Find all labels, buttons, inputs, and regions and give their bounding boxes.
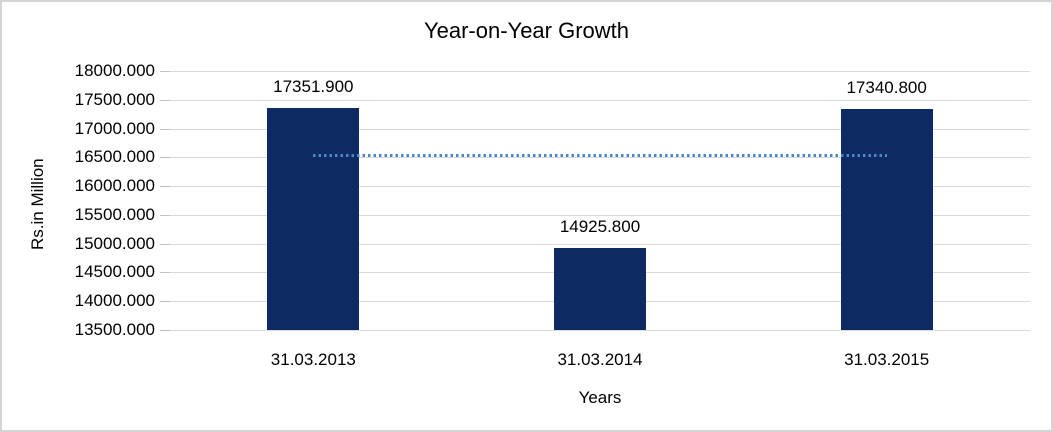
gridline [170, 214, 1030, 216]
bar [840, 108, 933, 330]
x-axis-title: Years [578, 388, 622, 407]
y-tick-label: 18000.000 [74, 61, 155, 80]
bar-value-label: 17351.900 [273, 77, 354, 97]
bar-value-label: 17340.800 [846, 77, 927, 97]
gridline [170, 128, 1030, 130]
y-tick-label: 14500.000 [74, 262, 155, 282]
y-tick-label: 17500.000 [74, 89, 155, 109]
gridline [170, 157, 1030, 159]
gridline [170, 330, 1030, 331]
x-category-label: 31.03.2013 [270, 350, 356, 369]
x-category-label: 31.03.2014 [557, 350, 643, 369]
x-category-label: 31.03.2015 [844, 350, 930, 369]
y-tick-label: 15000.000 [74, 233, 155, 253]
y-tick-label: 14000.000 [74, 291, 155, 311]
y-tick-label: 13500.000 [74, 320, 155, 339]
gridline [170, 99, 1030, 101]
y-tick-mark [160, 186, 170, 188]
y-tick-label: 15500.000 [74, 204, 155, 224]
chart-title: Year-on-Year Growth [423, 18, 630, 43]
gridline [170, 71, 1030, 72]
gridline [170, 243, 1030, 245]
y-tick-mark [160, 99, 170, 101]
y-tick-mark [160, 330, 170, 331]
y-tick-label: 16500.000 [74, 147, 155, 167]
y-tick-mark [160, 157, 170, 159]
gridline [170, 186, 1030, 188]
bar [554, 247, 646, 330]
y-tick-mark [160, 128, 170, 130]
y-tick-mark [160, 301, 170, 303]
trendline [313, 154, 887, 158]
y-tick-mark [160, 214, 170, 216]
y-tick-mark [160, 272, 170, 274]
y-tick-mark [160, 71, 170, 72]
bar-value-label: 14925.800 [559, 216, 641, 236]
y-tick-mark [160, 243, 170, 245]
y-tick-label: 17000.000 [74, 118, 155, 138]
y-tick-label: 16000.000 [74, 176, 155, 196]
bar [267, 108, 360, 330]
